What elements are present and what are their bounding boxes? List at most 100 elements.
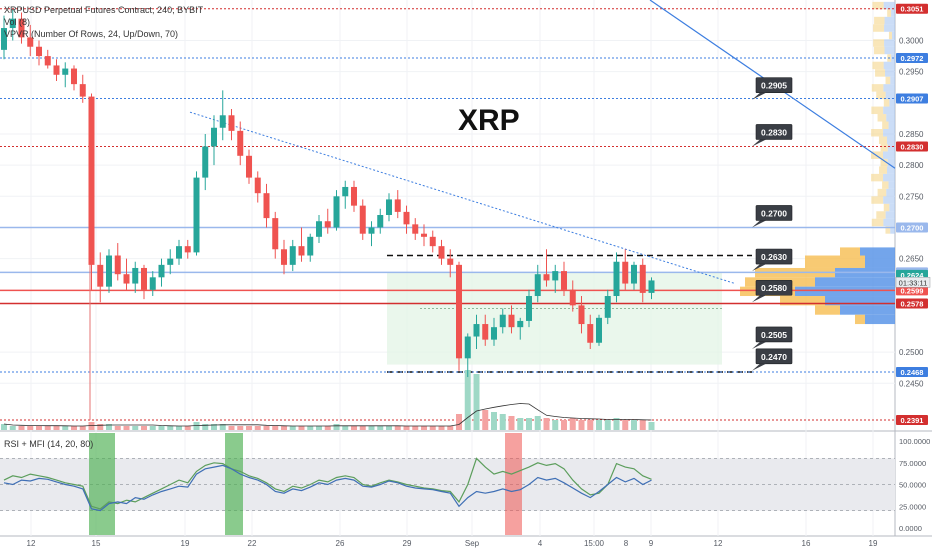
volume-bar	[403, 426, 410, 430]
volume-bar	[254, 426, 261, 430]
candle	[281, 239, 287, 275]
candle	[578, 296, 585, 334]
candle	[429, 230, 436, 253]
volume-bar	[499, 414, 506, 430]
signal-zone	[505, 433, 522, 535]
time-tick-label: 29	[403, 539, 412, 548]
volume-bar	[298, 426, 305, 430]
candle	[438, 239, 445, 265]
candle	[114, 243, 121, 281]
candle	[324, 208, 331, 234]
volume-bar	[596, 420, 602, 430]
volume-bar	[473, 374, 480, 430]
candle	[333, 190, 340, 231]
profile-bar-up	[840, 247, 860, 256]
volume-bar	[613, 418, 620, 430]
profile-bar-up	[873, 24, 885, 32]
candle	[622, 249, 629, 290]
volume-bar	[289, 426, 296, 430]
profile-bar-down	[884, 16, 895, 25]
profile-bar-down	[883, 218, 895, 227]
countdown-tag: 01:33:11	[895, 277, 931, 288]
profile-bar-up	[873, 39, 885, 47]
rsi-mfi-pane	[0, 433, 895, 535]
time-tick-label: 12	[714, 539, 723, 548]
candle	[9, 9, 16, 41]
candle	[596, 314, 602, 346]
profile-bar-up	[805, 255, 865, 268]
profile-bar-down	[888, 121, 895, 129]
price-callout: 0.2700	[752, 205, 793, 228]
profile-bar-down	[889, 203, 895, 212]
volume-bar	[342, 426, 349, 430]
volume-bar	[62, 426, 69, 430]
candle	[316, 215, 322, 244]
volume-bar	[106, 424, 112, 430]
level-price-text: 0.2468	[901, 368, 924, 377]
volume-bar	[18, 426, 25, 430]
candle	[447, 249, 454, 278]
candle	[561, 261, 567, 297]
volume-bar	[281, 426, 287, 430]
price-tick-label: 0.2450	[899, 379, 924, 388]
level-price-text: 0.2391	[901, 416, 924, 425]
candle	[403, 205, 410, 234]
volume-bar	[27, 426, 34, 430]
profile-bar-down	[888, 181, 895, 189]
candle	[491, 317, 497, 346]
time-tick-label: 15:00	[584, 539, 605, 548]
volume-bar	[123, 426, 130, 430]
profile-bar-down	[825, 296, 895, 306]
candle	[464, 333, 471, 378]
candle	[307, 233, 314, 262]
profile-bar-up	[872, 61, 884, 70]
volume-bar	[71, 426, 77, 430]
level-price-text: 0.2830	[901, 142, 924, 151]
volume-bar	[429, 426, 436, 430]
profile-bar-down	[890, 226, 895, 234]
candle	[421, 224, 427, 247]
candle	[543, 249, 550, 287]
profile-bar-down	[883, 196, 895, 204]
price-tick-label: 0.2850	[899, 130, 924, 139]
candle	[184, 239, 191, 259]
candle	[613, 252, 620, 303]
profile-bar-up	[882, 121, 889, 129]
price-callout-text: 0.2470	[761, 352, 787, 362]
time-tick-label: 12	[27, 539, 36, 548]
volume-bar	[211, 424, 217, 430]
candle	[604, 289, 611, 325]
profile-bar-down	[795, 286, 895, 297]
volume-bar	[307, 426, 314, 430]
time-tick-label: Sep	[465, 539, 480, 548]
profile-bar-down	[865, 314, 895, 325]
profile-bar-up	[883, 99, 890, 107]
profile-bar-down	[886, 136, 895, 144]
profile-bar-up	[815, 305, 840, 315]
volume-bar	[508, 416, 515, 430]
candle	[36, 40, 42, 66]
volume-bar	[543, 418, 550, 430]
profile-bar-down	[891, 9, 895, 17]
candle	[219, 90, 226, 141]
profile-bar-up	[871, 106, 884, 115]
profile-bar-up	[882, 181, 889, 189]
volume-bar	[359, 426, 366, 430]
rsi-line	[3, 464, 652, 512]
profile-bar-down	[890, 76, 895, 85]
level-price-tag: 0.2830	[896, 141, 928, 152]
candle	[246, 149, 252, 184]
volume-bar	[456, 414, 462, 430]
profile-bar-up	[885, 226, 891, 234]
level-price-text: 0.2700	[901, 223, 924, 232]
profile-bar-up	[883, 203, 890, 212]
price-callout: 0.2470	[752, 348, 793, 371]
volume-bar	[622, 420, 629, 430]
level-price-tag: 0.2578	[896, 298, 928, 309]
profile-bar-up	[888, 31, 892, 40]
candle	[88, 93, 95, 290]
profile-bar-up	[877, 188, 887, 197]
volume-bar	[552, 420, 559, 430]
candle	[211, 115, 217, 166]
